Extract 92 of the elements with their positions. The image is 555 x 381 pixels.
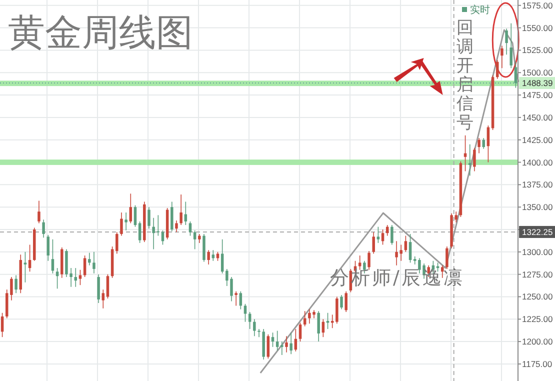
y-tick-label: 1400.00 bbox=[522, 157, 553, 168]
y-tick-label: 1250.00 bbox=[522, 292, 553, 302]
ref-line-label: 1488.39 bbox=[522, 78, 553, 88]
candlestick bbox=[156, 214, 160, 236]
candlestick bbox=[298, 322, 302, 342]
y-tick-label: 1425.00 bbox=[522, 134, 553, 145]
ref-line-label: 1322.25 bbox=[522, 226, 553, 237]
candlestick bbox=[56, 268, 59, 290]
candlestick bbox=[266, 334, 270, 359]
candlestick bbox=[344, 290, 348, 312]
candlestick bbox=[510, 22, 512, 69]
candlestick bbox=[193, 230, 196, 250]
legend-label: 实时 bbox=[470, 4, 490, 16]
candlestick bbox=[478, 138, 480, 154]
candlestick bbox=[473, 148, 476, 172]
candlestick bbox=[83, 255, 86, 278]
candlestick bbox=[170, 201, 174, 232]
candlestick bbox=[188, 221, 192, 236]
candlestick bbox=[376, 226, 380, 244]
y-tick-label: 1200.00 bbox=[522, 336, 553, 347]
candlestick bbox=[408, 234, 412, 264]
candlestick bbox=[413, 256, 416, 265]
candlestick bbox=[46, 234, 50, 262]
candlestick bbox=[303, 310, 306, 327]
candlestick bbox=[340, 294, 343, 310]
y-tick-label: 1175.00 bbox=[522, 358, 552, 369]
y-tick-label: 1475.00 bbox=[522, 90, 553, 100]
candlestick bbox=[317, 310, 320, 342]
candlestick bbox=[505, 28, 508, 56]
candlestick bbox=[234, 290, 238, 306]
candlestick bbox=[51, 238, 54, 274]
y-tick-label: 1350.00 bbox=[522, 202, 553, 212]
candlestick bbox=[368, 250, 370, 270]
candlestick bbox=[514, 61, 518, 88]
candlestick bbox=[482, 138, 485, 150]
candlestick bbox=[120, 212, 123, 236]
candlestick bbox=[134, 204, 137, 228]
candlestick bbox=[42, 219, 45, 238]
candlestick bbox=[440, 264, 444, 278]
candlestick bbox=[78, 269, 82, 286]
y-tick-label: 1550.00 bbox=[522, 22, 553, 33]
candlestick bbox=[404, 235, 408, 252]
candlestick bbox=[358, 255, 362, 270]
y-tick-label: 1500.00 bbox=[522, 68, 553, 78]
candlestick bbox=[446, 246, 448, 270]
candlestick bbox=[253, 318, 256, 337]
candlestick bbox=[175, 220, 178, 233]
candlestick bbox=[207, 250, 210, 265]
candlestick bbox=[212, 250, 215, 262]
candlestick bbox=[239, 290, 242, 310]
candlestick bbox=[74, 268, 78, 288]
candlestick bbox=[129, 193, 132, 224]
chart-title: 黄金周线图 bbox=[8, 11, 193, 54]
candlestick bbox=[220, 238, 224, 274]
candlestick bbox=[152, 217, 155, 250]
y-tick-label: 1375.00 bbox=[522, 180, 553, 190]
candlestick bbox=[244, 304, 247, 322]
candlestick bbox=[468, 144, 472, 176]
candlestick bbox=[336, 296, 338, 324]
candlestick bbox=[290, 332, 292, 355]
candlestick bbox=[161, 230, 164, 246]
candlestick bbox=[148, 206, 150, 229]
candlestick bbox=[285, 336, 288, 353]
y-tick-label: 1300.00 bbox=[522, 246, 553, 257]
candlestick bbox=[390, 224, 394, 246]
candlestick bbox=[464, 134, 467, 172]
candlestick bbox=[248, 312, 252, 330]
candlestick bbox=[28, 244, 32, 272]
candlestick bbox=[24, 252, 27, 283]
y-tick-label: 1225.00 bbox=[522, 314, 553, 324]
candlestick bbox=[381, 229, 384, 246]
candlestick bbox=[116, 232, 118, 254]
annotation: 回调开启信号 bbox=[456, 18, 474, 133]
y-tick-label: 1525.00 bbox=[522, 45, 553, 56]
candlestick bbox=[271, 332, 274, 348]
candlestick bbox=[106, 274, 110, 299]
candlestick bbox=[102, 289, 105, 309]
candlestick bbox=[500, 45, 504, 69]
candlestick bbox=[92, 252, 96, 274]
candlestick bbox=[38, 200, 40, 224]
candlestick bbox=[180, 194, 182, 226]
candlestick bbox=[124, 212, 128, 231]
candlestick bbox=[280, 341, 284, 356]
candlestick bbox=[138, 221, 142, 244]
candlestick bbox=[97, 274, 100, 304]
candlestick bbox=[276, 330, 279, 351]
y-tick-label: 1575.00 bbox=[522, 0, 553, 10]
candlestick bbox=[14, 274, 18, 294]
y-tick-label: 1275.00 bbox=[522, 269, 553, 280]
y-tick-label: 1450.00 bbox=[522, 112, 553, 122]
candlestick bbox=[372, 232, 375, 254]
candlestick bbox=[88, 252, 91, 266]
